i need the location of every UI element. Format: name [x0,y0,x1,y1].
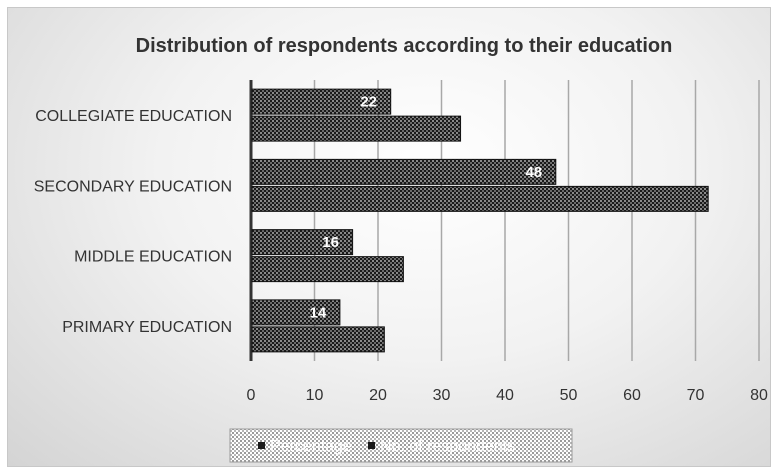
data-label: 14 [310,304,327,321]
category-label: COLLEGIATE EDUCATION [35,108,232,125]
x-tick-label: 80 [750,387,768,404]
legend: Percentage No. of respondents [229,428,573,463]
x-tick-label: 0 [247,387,256,404]
chart-title: Distribution of respondents according to… [136,35,673,57]
bar-percentage [251,88,392,115]
bar-percentage [251,229,354,256]
data-label: 48 [525,164,542,181]
category-labels: PRIMARY EDUCATION MIDDLE EDUCATION SECONDA… [34,108,232,336]
x-axis-ticks: 0 10 20 30 40 50 60 70 80 [247,387,768,404]
bar-no-of-respondents [251,326,385,353]
x-tick-label: 40 [496,387,514,404]
category-label: SECONDARY EDUCATION [34,178,232,195]
category-label: PRIMARY EDUCATION [62,319,232,336]
x-tick-label: 10 [306,387,324,404]
chart-area: Distribution of respondents according to… [7,7,771,467]
bar-no-of-respondents [251,185,709,212]
x-tick-label: 30 [433,387,451,404]
bar-no-of-respondents [251,115,462,142]
bar-no-of-respondents [251,256,404,283]
bar-percentage [251,158,557,185]
legend-marker [368,442,375,449]
legend-label: No. of respondents [380,438,515,455]
data-labels: 14 16 48 22 [310,94,543,322]
chart-svg: Distribution of respondents according to… [34,35,768,463]
category-label: MIDDLE EDUCATION [74,249,232,266]
bar-percentage [251,299,341,326]
x-tick-label: 20 [369,387,387,404]
bars [251,88,709,353]
x-tick-label: 60 [623,387,641,404]
legend-box [229,428,573,463]
data-label: 22 [360,94,377,111]
data-label: 16 [322,234,339,251]
legend-marker [258,442,265,449]
x-tick-label: 70 [687,387,705,404]
x-tick-label: 50 [560,387,578,404]
legend-label: Percentage [270,438,352,455]
